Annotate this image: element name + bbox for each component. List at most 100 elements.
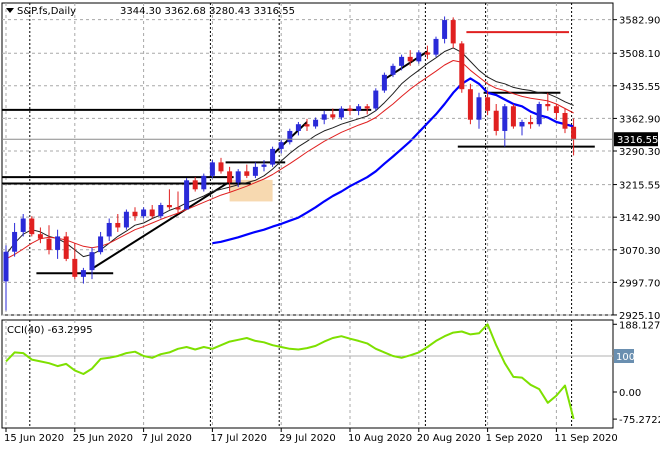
candle [29,216,35,237]
candle-body [12,231,18,252]
candle [450,17,456,48]
candle [330,108,336,120]
candle-body [141,209,147,217]
cci-tick-label: 0.00 [619,388,641,399]
time-tick-label: 7 Jul 2020 [142,433,192,444]
candle [347,105,353,116]
candle [201,173,207,192]
candle-body [510,106,516,127]
candle [218,157,224,174]
cci-line [5,323,575,420]
candle [493,104,499,136]
candle-body [184,180,190,210]
candle [338,106,344,120]
candle-body [192,180,198,190]
candle-body [149,209,155,217]
candle-body [476,97,482,120]
candle [80,267,86,284]
cci-series-line [5,323,575,420]
candle [407,50,413,66]
candle [442,16,448,44]
candle [166,189,172,210]
candle-body [80,270,86,277]
candle [295,121,301,136]
candle [261,160,267,172]
candle-body [123,211,129,228]
price-tick-label: 2925.10 [619,311,660,322]
candle-body [347,108,353,111]
candle [321,110,327,125]
candle [46,225,52,255]
candle-body [502,106,508,131]
ohlc-readout: 3344.30 3362.68 3280.43 3316.55 [120,6,295,17]
candle-body [244,171,250,176]
highlight-box [229,179,273,202]
candle [209,160,215,179]
candle-body [390,65,396,75]
candle-body [227,171,233,183]
candle [158,202,164,219]
candle-body [356,106,362,111]
time-tick-label: 1 Sep 2020 [486,433,543,444]
candle [528,115,534,129]
candle-body [562,112,568,129]
price-tick-label: 3435.55 [619,82,660,93]
candle-body [98,236,104,253]
price-tick-label: 3215.55 [619,181,660,192]
candle-body [46,238,52,250]
symbol-label: S&P.fs,Daily [17,6,76,17]
last-price-label: 3316.55 [617,135,658,146]
candle [433,36,439,57]
candle [364,104,370,115]
candle-body [493,110,499,131]
candles [3,16,577,311]
price-tick-label: 3142.90 [619,213,660,224]
candle [106,218,112,241]
candle [553,104,559,120]
price-tick-label: 2997.70 [619,278,660,289]
time-tick-label: 11 Sep 2020 [554,433,617,444]
candle [390,63,396,78]
candle [459,41,465,93]
cci-panel: 188.1271 0.00 -75.2722 100 CCI(40) -63.2995 [1,319,660,429]
candle-body [321,114,327,120]
candle-body [3,251,9,282]
last-price-badge [614,132,658,147]
candle-body [55,236,61,250]
price-panel: 3582.90 3508.10 3435.55 3362.90 3290.30 3215.… [1,2,660,322]
candle [571,118,577,156]
candle-body [89,252,95,271]
candle-body [545,104,551,107]
candle-body [330,114,336,118]
candle [141,207,147,219]
price-axis: 3582.90 3508.10 3435.55 3362.90 3290.30 3215.… [2,16,660,322]
candle-body [304,124,310,127]
candle [63,231,69,262]
time-tick-label: 25 Jun 2020 [73,433,133,444]
candle-body [295,124,301,131]
candle [115,213,121,232]
candle [235,169,241,188]
candle-body [528,121,534,125]
candle [184,178,190,210]
candle [123,209,129,230]
candle-body [218,162,224,172]
slow-moving-average [212,77,574,245]
time-tick-label: 17 Jul 2020 [210,433,267,444]
collapse-arrow-icon[interactable] [6,8,14,13]
time-tick-label: 10 Aug 2020 [348,433,412,444]
candle-body [37,234,43,239]
trendline[interactable] [91,180,231,270]
time-tick-label: 29 Jul 2020 [279,433,336,444]
price-tick-label: 3070.30 [619,246,660,257]
cci-level-badge [614,349,634,363]
highlight-zone [229,179,273,202]
candle-body [270,148,276,165]
candle-body [235,171,241,183]
candle [3,245,9,311]
candle [149,205,155,219]
candle-body [338,108,344,118]
cci-tick-label: 188.1271 [619,320,660,331]
